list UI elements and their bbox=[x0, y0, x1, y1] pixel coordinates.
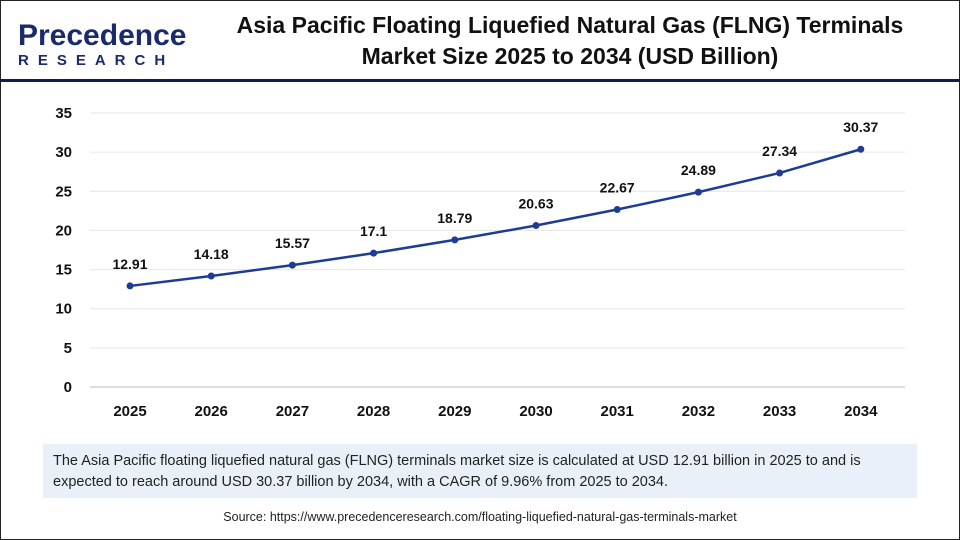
header-divider bbox=[0, 79, 960, 82]
data-label: 17.1 bbox=[360, 223, 387, 239]
data-point bbox=[126, 282, 134, 290]
y-tick-label: 5 bbox=[64, 340, 72, 357]
x-tick-label: 2029 bbox=[438, 403, 471, 420]
data-point bbox=[694, 188, 702, 196]
logo-line2: RESEARCH bbox=[18, 52, 175, 69]
data-label: 15.57 bbox=[275, 235, 310, 251]
data-point bbox=[288, 261, 296, 269]
data-point bbox=[857, 145, 865, 153]
y-tick-label: 15 bbox=[55, 262, 72, 279]
data-label: 24.89 bbox=[681, 162, 716, 178]
y-tick-label: 25 bbox=[55, 183, 72, 200]
x-tick-label: 2027 bbox=[276, 403, 309, 420]
y-tick-label: 0 bbox=[64, 379, 72, 396]
data-label: 20.63 bbox=[518, 195, 553, 211]
logo-line1: Precedence bbox=[18, 19, 187, 52]
x-tick-label: 2025 bbox=[113, 403, 146, 420]
data-point bbox=[613, 206, 621, 214]
x-tick-label: 2034 bbox=[844, 403, 878, 420]
x-tick-label: 2032 bbox=[682, 403, 715, 420]
y-tick-label: 35 bbox=[55, 105, 72, 122]
y-tick-label: 10 bbox=[55, 301, 72, 318]
source-text: Source: https://www.precedenceresearch.c… bbox=[223, 510, 737, 524]
data-point bbox=[776, 169, 784, 177]
summary-note: The Asia Pacific floating liquefied natu… bbox=[43, 444, 917, 498]
data-label: 22.67 bbox=[600, 180, 635, 196]
data-point bbox=[207, 272, 215, 280]
data-point bbox=[370, 249, 378, 257]
chart-title: Asia Pacific Floating Liquefied Natural … bbox=[236, 12, 904, 69]
data-label: 12.91 bbox=[112, 256, 147, 272]
x-tick-label: 2026 bbox=[195, 403, 228, 420]
x-tick-label: 2033 bbox=[763, 403, 796, 420]
data-point bbox=[451, 236, 459, 244]
y-tick-label: 20 bbox=[55, 222, 72, 239]
x-tick-label: 2030 bbox=[519, 403, 552, 420]
series-line bbox=[129, 148, 862, 288]
data-point bbox=[532, 221, 540, 229]
data-label: 14.18 bbox=[194, 246, 229, 262]
data-label: 18.79 bbox=[437, 210, 472, 226]
data-label: 30.37 bbox=[843, 119, 878, 135]
data-label: 27.34 bbox=[762, 143, 797, 159]
x-tick-label: 2031 bbox=[601, 403, 634, 420]
y-tick-label: 30 bbox=[55, 144, 72, 161]
logo: Precedence RESEARCH bbox=[18, 19, 187, 70]
x-tick-label: 2028 bbox=[357, 403, 390, 420]
